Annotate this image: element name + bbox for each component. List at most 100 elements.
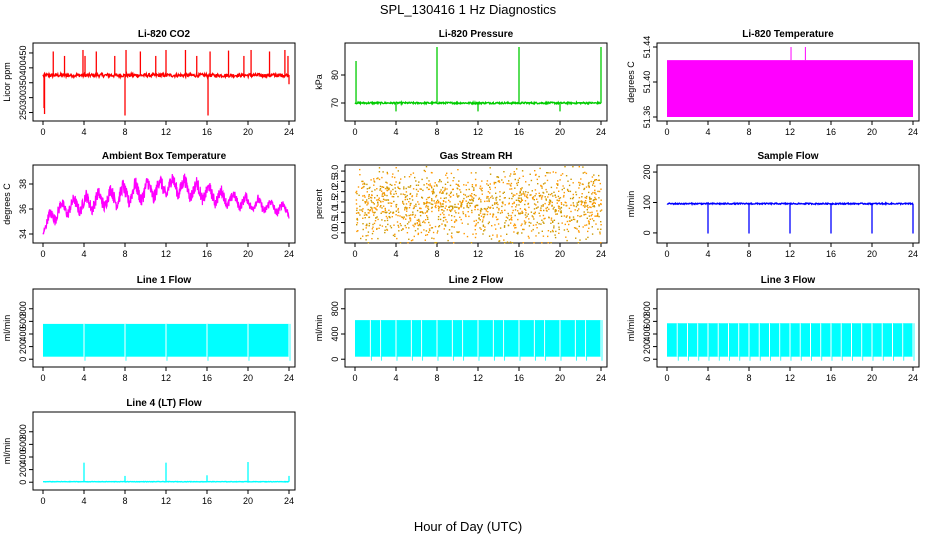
rh-point [483, 213, 486, 216]
rh-point [409, 217, 411, 219]
rh-point [461, 203, 463, 205]
rh-point [389, 183, 391, 186]
rh-point [570, 178, 572, 180]
rh-point [384, 231, 386, 234]
rh-point [390, 227, 393, 229]
rh-point [554, 234, 556, 236]
rh-point [391, 202, 393, 204]
rh-point [428, 180, 430, 182]
rh-point [517, 179, 519, 181]
rh-point [380, 205, 382, 207]
rh-point [371, 238, 373, 240]
rh-point [390, 193, 392, 195]
rh-point [577, 242, 580, 244]
rh-point [514, 227, 516, 229]
rh-point [523, 220, 526, 222]
rh-point [453, 177, 455, 179]
y-tick-label: 0 [642, 230, 652, 235]
rh-point [442, 203, 444, 205]
rh-point [480, 207, 482, 210]
rh-point [417, 232, 420, 235]
rh-point [379, 189, 381, 191]
rh-point [445, 219, 447, 221]
y-tick-label: 200 [642, 165, 652, 180]
x-tick-label: 12 [785, 373, 795, 383]
rh-point [526, 194, 528, 196]
rh-point [489, 183, 491, 185]
rh-point [546, 206, 549, 209]
y-tick-label: 51.36 [642, 106, 652, 129]
panel-title: Ambient Box Temperature [102, 151, 227, 162]
y-tick-label: 0 [18, 357, 28, 362]
rh-point [482, 225, 485, 227]
rh-point [491, 204, 494, 206]
rh-point [368, 212, 370, 214]
x-tick-label: 0 [40, 127, 45, 137]
rh-point [386, 187, 388, 189]
x-tick-label: 16 [202, 373, 212, 383]
rh-point [423, 220, 425, 222]
rh-point [405, 218, 407, 220]
x-tick-label: 16 [202, 496, 212, 506]
rh-point [553, 206, 555, 209]
rh-point [364, 202, 367, 204]
rh-point [508, 214, 510, 217]
rh-point [549, 199, 552, 202]
rh-point [393, 224, 395, 226]
rh-point [557, 210, 560, 212]
rh-point [415, 180, 417, 182]
rh-point [447, 239, 449, 242]
rh-point [570, 204, 572, 206]
rh-point [481, 190, 483, 192]
rh-point [522, 175, 524, 177]
rh-point [456, 188, 459, 190]
rh-point [462, 211, 464, 213]
rh-point [540, 205, 543, 207]
rh-point [492, 207, 494, 209]
rh-point [516, 204, 518, 206]
rh-point [501, 211, 503, 214]
rh-point [367, 208, 369, 211]
rh-point [436, 232, 438, 234]
rh-point [404, 194, 406, 196]
rh-point [445, 201, 447, 203]
rh-point [545, 207, 547, 210]
rh-point [474, 178, 477, 181]
rh-point [389, 202, 391, 204]
rh-point [576, 209, 579, 212]
rh-point [405, 226, 407, 229]
rh-point [463, 232, 465, 235]
rh-point [523, 228, 525, 231]
rh-point [451, 188, 454, 191]
x-tick-label: 16 [826, 127, 836, 137]
rh-point [418, 218, 420, 221]
rh-point [471, 198, 473, 200]
rh-point [486, 180, 489, 182]
rh-point [556, 199, 558, 201]
rh-point [578, 166, 580, 168]
rh-point [471, 211, 473, 214]
rh-point [368, 225, 370, 227]
rh-point [521, 187, 523, 189]
rh-point [475, 224, 477, 227]
rh-point [394, 187, 396, 189]
rh-point [399, 215, 401, 217]
rh-point [373, 184, 375, 186]
rh-point [597, 179, 599, 181]
rh-point [563, 187, 565, 189]
rh-point [412, 172, 415, 174]
rh-point [459, 216, 461, 218]
rh-point [427, 205, 429, 208]
rh-point [580, 203, 582, 206]
y-tick-label: 1.0 [330, 206, 340, 219]
rh-point [450, 191, 452, 193]
rh-point [553, 191, 555, 193]
rh-point [524, 208, 526, 210]
rh-point [431, 206, 433, 209]
rh-point [541, 187, 543, 189]
rh-point [563, 229, 566, 231]
rh-point [537, 201, 539, 203]
rh-point [455, 183, 457, 185]
rh-point [513, 223, 516, 225]
rh-point [446, 172, 448, 174]
